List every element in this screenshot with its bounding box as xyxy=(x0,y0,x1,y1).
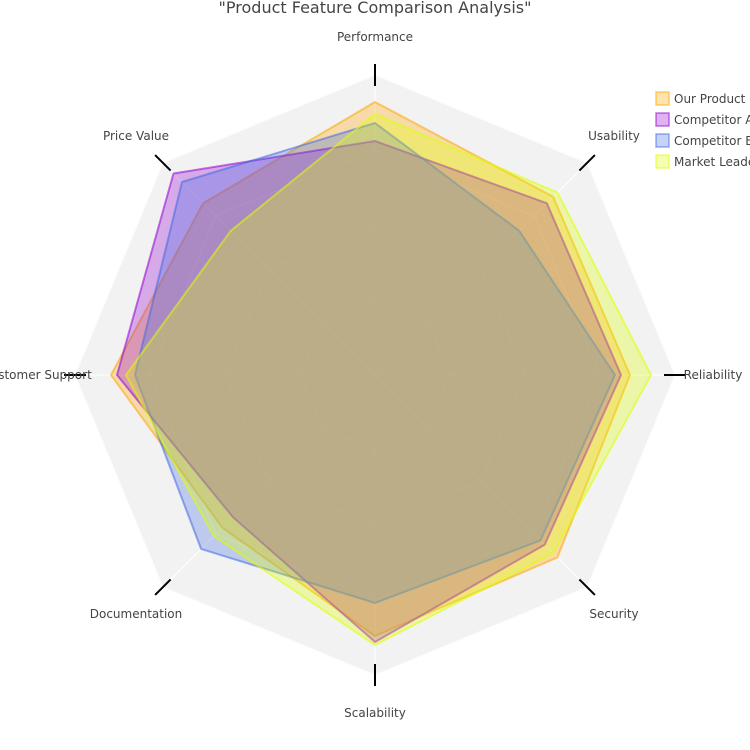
legend[interactable]: Our Product Competitor A Competitor B Marke… xyxy=(655,91,750,169)
legend-item-competitor-a[interactable]: Competitor A xyxy=(655,112,750,127)
chart-title: "Product Feature Comparison Analysis" xyxy=(218,0,532,17)
axis-label-scalability: Scalability xyxy=(344,706,406,720)
axis-tick-usability xyxy=(578,154,596,172)
legend-label: Competitor B xyxy=(674,134,750,148)
grid-spoke-security xyxy=(374,374,588,588)
axis-label-performance: Performance xyxy=(337,30,413,44)
series-market-leader[interactable] xyxy=(125,113,652,646)
axis-label-security: Security xyxy=(589,607,638,621)
grid-spoke-price-value xyxy=(162,162,376,376)
legend-swatch xyxy=(655,133,670,148)
axis-label-customer-support: Customer Support xyxy=(0,368,92,382)
axis-label-price-value: Price Value xyxy=(103,129,169,143)
axis-tick-price-value xyxy=(154,154,172,172)
radar-grid xyxy=(74,74,676,676)
grid-spoke-usability xyxy=(374,162,588,376)
legend-item-competitor-b[interactable]: Competitor B xyxy=(655,133,750,148)
grid-spoke-documentation xyxy=(162,374,376,588)
axis-labels: Performance Usability Reliability Security S… xyxy=(0,30,742,720)
legend-label: Our Product xyxy=(674,92,746,106)
radar-series xyxy=(110,101,652,646)
legend-label: Market Leader xyxy=(674,155,750,169)
legend-swatch xyxy=(655,112,670,127)
series-competitor-a[interactable] xyxy=(116,140,622,643)
axis-label-reliability: Reliability xyxy=(684,368,743,382)
series-our-product[interactable] xyxy=(110,101,631,637)
legend-item-market-leader[interactable]: Market Leader xyxy=(655,154,750,169)
legend-item-our-product[interactable]: Our Product xyxy=(655,91,746,106)
axis-tick-security xyxy=(578,578,596,596)
axis-label-documentation: Documentation xyxy=(90,607,183,621)
axis-ticks xyxy=(64,64,686,686)
legend-swatch xyxy=(655,91,670,106)
series-competitor-b[interactable] xyxy=(134,122,616,604)
legend-swatch xyxy=(655,154,670,169)
axis-label-usability: Usability xyxy=(588,129,640,143)
legend-label: Competitor A xyxy=(674,113,750,127)
axis-tick-documentation xyxy=(154,578,172,596)
